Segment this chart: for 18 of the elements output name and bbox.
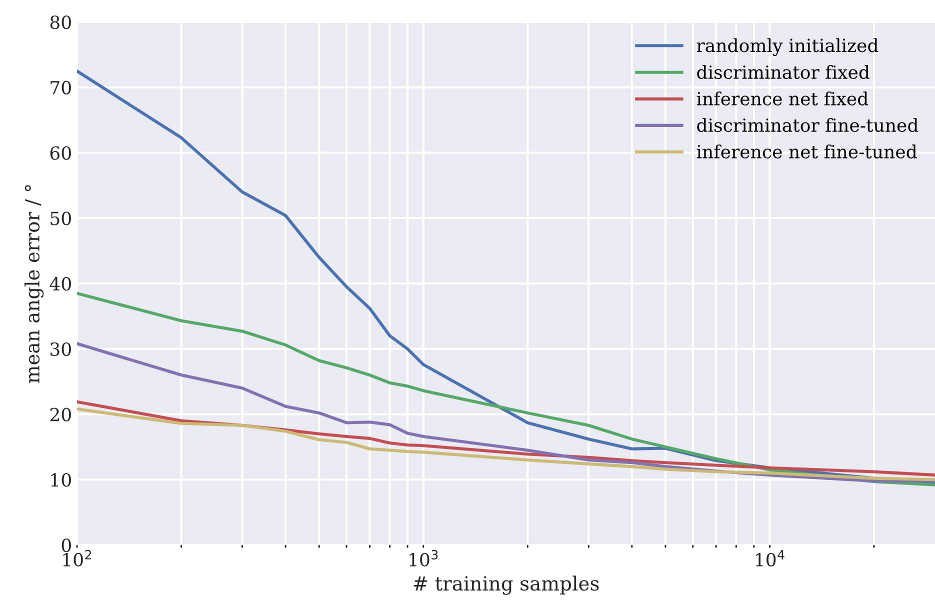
y-tick-label: 40 — [50, 276, 71, 291]
y-tick-label: 80 — [50, 15, 71, 30]
y-tick-label: 70 — [50, 80, 71, 94]
legend-label: inference net fixed — [696, 92, 868, 106]
y-tick-label: 50 — [50, 212, 71, 226]
y-tick-label: 20 — [50, 408, 71, 422]
legend-label: discriminator fine-tuned — [697, 118, 918, 132]
legend-label: discriminator fixed — [697, 65, 870, 79]
x-axis-title: # training samples — [414, 576, 599, 595]
y-tick-label: 60 — [50, 146, 71, 160]
y-tick-label: 30 — [50, 342, 71, 356]
y-tick-label: 0 — [62, 538, 71, 552]
x-tick-label: 10$^{3}$ — [410, 550, 438, 566]
x-tick-label: 10$^{4}$ — [756, 550, 784, 566]
legend-label: randomly initialized — [696, 38, 878, 56]
y-axis-title: mean angle error / ° — [24, 185, 44, 384]
y-tick-label: 10 — [51, 473, 71, 487]
legend-label: inference net fine-tuned — [696, 144, 917, 158]
